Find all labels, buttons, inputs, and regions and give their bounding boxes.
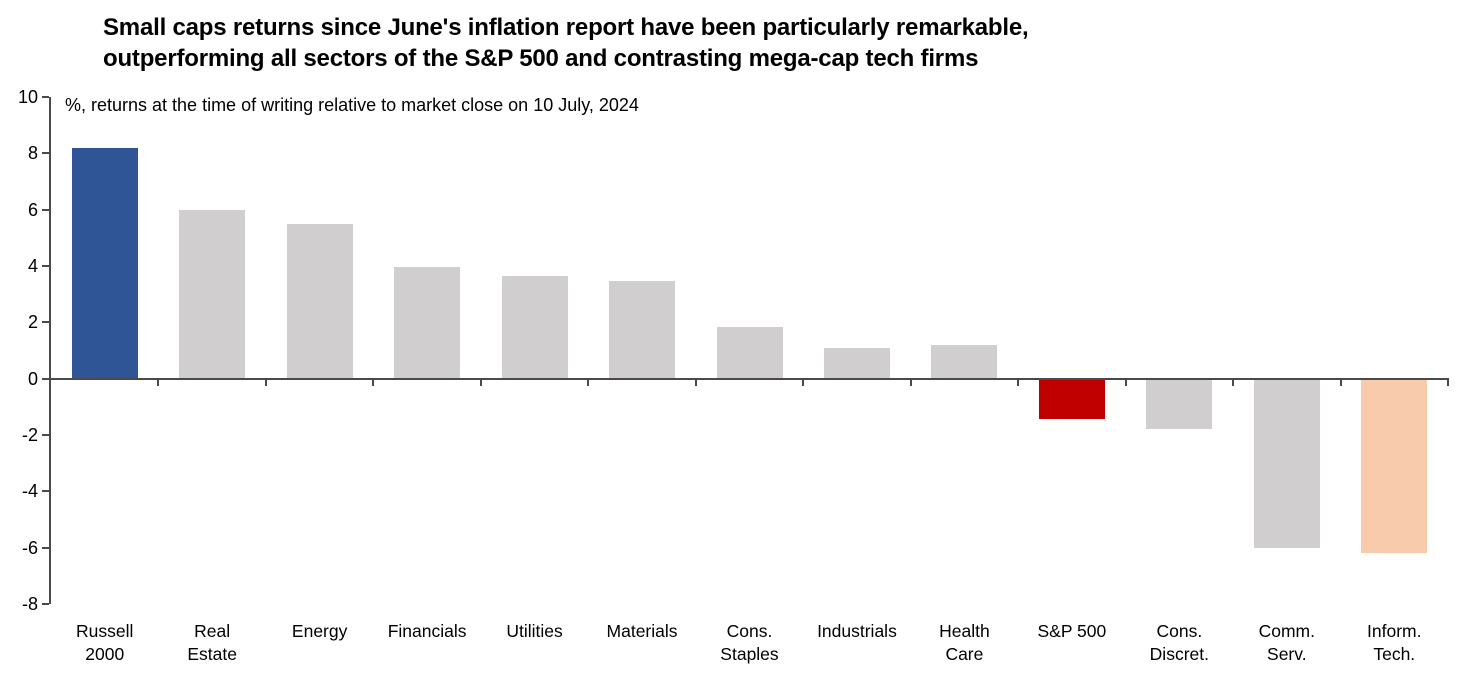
- bar-financials: [394, 267, 461, 379]
- y-axis-tick: [42, 152, 49, 155]
- bar-inform-tech: [1361, 378, 1428, 554]
- x-axis-label-line: Comm.: [1258, 621, 1315, 641]
- bar-s-p-500: [1038, 378, 1105, 420]
- x-axis-tick: [157, 377, 160, 386]
- x-axis-label-line: Serv.: [1267, 644, 1307, 664]
- bar-health-care: [931, 344, 998, 379]
- y-axis-tick-label: 8: [27, 143, 38, 164]
- bar-russell-2000: [71, 147, 138, 379]
- y-axis-tick: [42, 265, 49, 267]
- x-axis-label-line: Materials: [606, 621, 678, 641]
- y-axis-tick: [42, 546, 49, 549]
- chart-subtitle: %, returns at the time of writing relati…: [65, 95, 639, 115]
- x-axis-label: Cons. Staples: [684, 620, 815, 666]
- x-axis-label: Industrials: [791, 620, 922, 643]
- x-axis-label: Health Care: [899, 620, 1030, 666]
- y-axis-tick: [42, 434, 49, 436]
- x-axis-tick: [264, 377, 267, 386]
- x-axis-label-line: S&P 500: [1037, 621, 1107, 641]
- bar-cons-discret: [1146, 378, 1213, 430]
- x-axis-label-line: Cons.: [726, 621, 773, 641]
- x-axis-label-line: Industrials: [817, 621, 897, 641]
- x-axis-label-line: Discret.: [1149, 644, 1209, 664]
- x-axis-tick: [1447, 377, 1449, 386]
- x-axis-tick: [1124, 377, 1127, 386]
- y-axis-tick-label: -6: [21, 537, 38, 558]
- x-axis-tick: [372, 377, 375, 386]
- bar-energy: [286, 223, 353, 379]
- chart-title-line-1: Small caps returns since June's inflatio…: [103, 14, 1029, 41]
- y-axis-tick-label: 0: [27, 368, 38, 389]
- chart-title-line-2: outperforming all sectors of the S&P 500…: [103, 45, 979, 72]
- x-axis-label: Inform. Tech.: [1329, 620, 1460, 666]
- y-axis-tick: [42, 377, 49, 380]
- x-axis-label: Russell 2000: [39, 620, 170, 666]
- x-axis-label-line: Real: [194, 621, 231, 641]
- x-axis-label: S&P 500: [1006, 620, 1137, 643]
- y-axis-tick-label: 10: [17, 87, 38, 107]
- x-axis-label-line: Inform.: [1367, 621, 1422, 641]
- x-axis-label-line: Staples: [720, 644, 779, 664]
- y-axis-tick: [42, 490, 49, 493]
- x-axis-label-line: Care: [945, 644, 984, 664]
- bar-cons-staples: [716, 326, 783, 379]
- x-axis-label-line: Utilities: [506, 621, 563, 641]
- y-axis-tick: [42, 603, 49, 605]
- y-axis-tick: [42, 96, 49, 98]
- x-axis-label: Utilities: [469, 620, 600, 643]
- y-axis-line: [49, 97, 51, 604]
- y-axis-tick-label: 2: [27, 312, 38, 333]
- y-axis-tick-label: -4: [21, 481, 38, 502]
- plot-area: %, returns at the time of writing relati…: [18, 88, 1449, 664]
- x-axis-tick: [479, 377, 482, 386]
- y-axis-tick: [42, 321, 49, 324]
- x-axis-label: Comm. Serv.: [1221, 620, 1352, 666]
- x-axis-label-line: Russell: [76, 621, 134, 641]
- x-axis-label-line: Energy: [291, 621, 348, 641]
- bar-industrials: [823, 347, 890, 379]
- x-axis-tick: [802, 377, 805, 386]
- x-axis-tick: [587, 377, 590, 386]
- x-axis-tick: [694, 377, 697, 386]
- x-axis-tick: [1232, 377, 1235, 386]
- x-axis-label-line: 2000: [85, 644, 125, 664]
- y-axis-tick-label: -2: [21, 425, 38, 445]
- x-axis-label: Real Estate: [146, 620, 277, 666]
- x-axis-label: Cons. Discret.: [1114, 620, 1245, 666]
- x-axis-label: Energy: [254, 620, 385, 643]
- x-axis-label-line: Cons.: [1156, 621, 1203, 641]
- bar-utilities: [501, 275, 568, 379]
- bar-real-estate: [179, 209, 246, 379]
- x-axis-label: Materials: [576, 620, 707, 643]
- x-axis-tick: [1339, 377, 1342, 386]
- chart-title: Small caps returns since June's inflatio…: [103, 12, 1029, 74]
- y-axis-tick-label: -8: [21, 594, 38, 614]
- y-axis-tick: [42, 208, 49, 211]
- x-axis-tick: [1017, 377, 1020, 386]
- y-axis-tick-label: 4: [27, 256, 38, 276]
- zero-baseline: [51, 377, 1448, 380]
- bar-materials: [609, 281, 676, 379]
- x-axis-label-line: Tech.: [1373, 644, 1416, 664]
- x-axis-label-line: Estate: [187, 644, 237, 664]
- x-axis-label: Financials: [361, 620, 492, 643]
- x-axis-label-line: Financials: [387, 621, 467, 641]
- x-axis-tick: [909, 377, 912, 386]
- bar-comm-serv: [1253, 378, 1320, 548]
- x-axis-label-line: Health: [939, 621, 990, 641]
- y-axis-tick-label: 6: [27, 199, 38, 220]
